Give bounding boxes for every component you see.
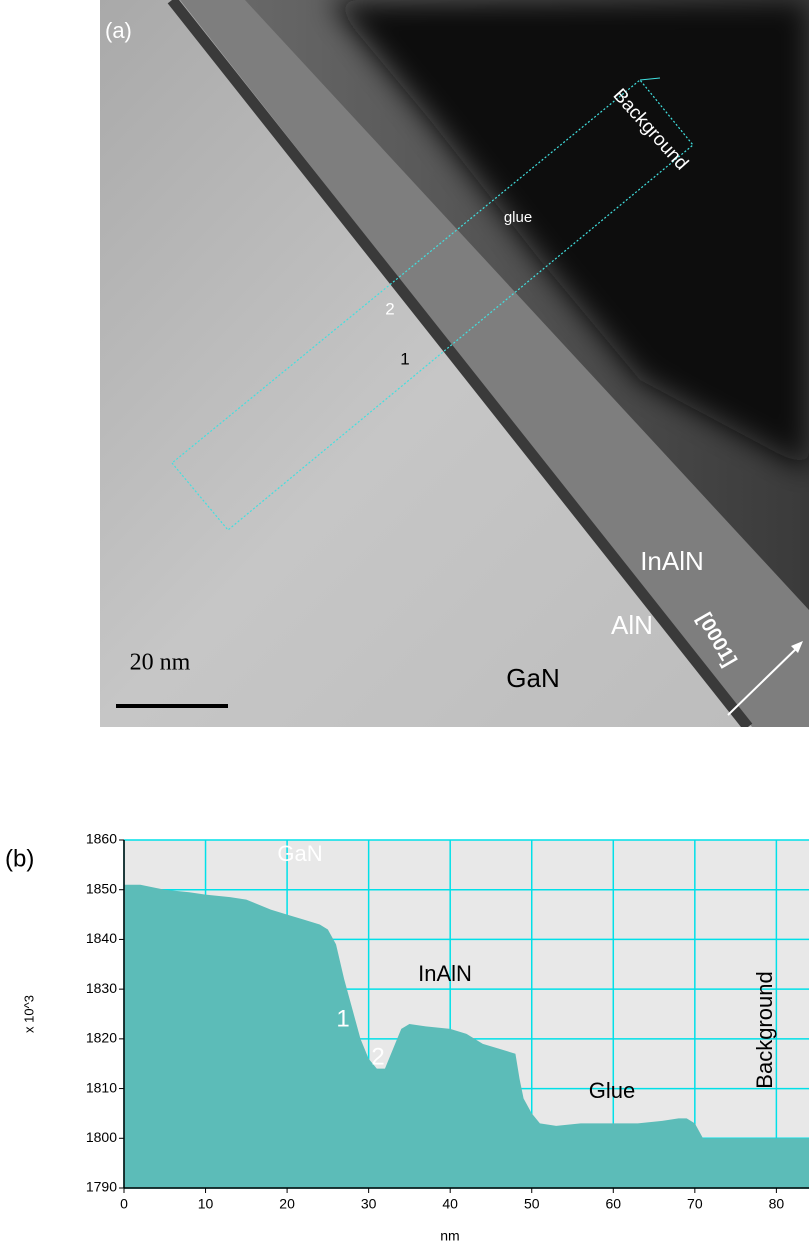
y-tick-label: 1860 xyxy=(86,831,117,847)
annotation: 2 xyxy=(371,1043,384,1070)
y-tick-label: 1790 xyxy=(86,1179,117,1195)
scale-bar-label: 20 nm xyxy=(130,650,191,676)
annotation: GaN xyxy=(277,841,322,866)
x-tick-label: 70 xyxy=(687,1196,703,1212)
region-label: glue xyxy=(504,209,532,226)
region-label: AlN xyxy=(611,610,653,640)
x-tick-label: 10 xyxy=(198,1196,214,1212)
y-tick-label: 1820 xyxy=(86,1030,117,1046)
panel-label: (b) xyxy=(5,845,34,872)
region-label: 1 xyxy=(400,349,409,368)
panel-label: (a) xyxy=(105,18,132,43)
y-tick-label: 1830 xyxy=(86,980,117,996)
region-label: InAlN xyxy=(640,546,704,576)
x-axis-label: nm xyxy=(440,1228,459,1244)
x-tick-label: 50 xyxy=(524,1196,540,1212)
x-tick-label: 80 xyxy=(769,1196,785,1212)
annotation: InAlN xyxy=(418,961,472,986)
annotation: Background xyxy=(752,971,777,1088)
region-label: 2 xyxy=(385,299,394,318)
x-tick-label: 20 xyxy=(279,1196,295,1212)
y-axis-label: x 10^3 xyxy=(21,995,36,1033)
y-tick-label: 1800 xyxy=(86,1129,117,1145)
x-tick-label: 0 xyxy=(120,1196,128,1212)
annotation: 1 xyxy=(336,1005,349,1032)
x-tick-label: 30 xyxy=(361,1196,377,1212)
tem-image xyxy=(100,0,809,727)
y-tick-label: 1840 xyxy=(86,930,117,946)
x-tick-label: 40 xyxy=(442,1196,458,1212)
region-label: GaN xyxy=(506,663,559,693)
x-tick-label: 60 xyxy=(605,1196,621,1212)
y-tick-label: 1850 xyxy=(86,880,117,896)
area xyxy=(124,884,809,1188)
y-tick-label: 1810 xyxy=(86,1079,117,1095)
annotation: Glue xyxy=(589,1078,635,1103)
